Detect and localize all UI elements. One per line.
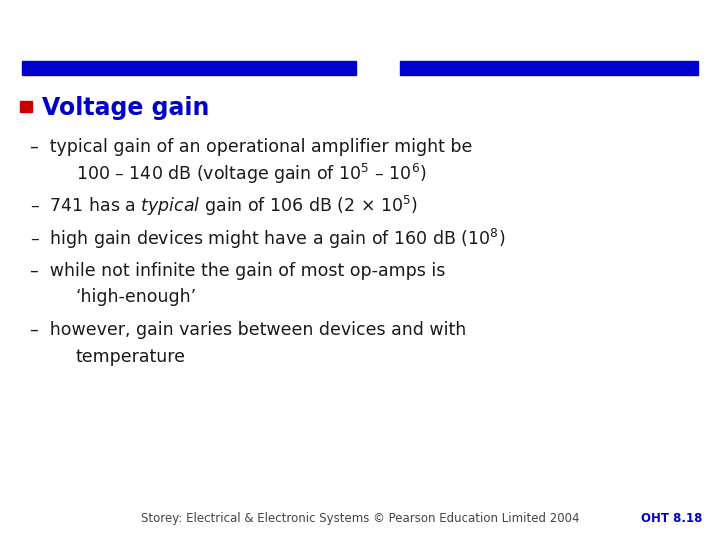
Text: Voltage gain: Voltage gain — [42, 96, 209, 120]
Text: OHT 8.18: OHT 8.18 — [641, 512, 702, 525]
Text: –  741 has a $\it{typical}$ gain of 106 dB (2 × 10$^{5}$): – 741 has a $\it{typical}$ gain of 106 d… — [30, 194, 418, 218]
Text: Storey: Electrical & Electronic Systems © Pearson Education Limited 2004: Storey: Electrical & Electronic Systems … — [140, 512, 580, 525]
Text: ‘high-enough’: ‘high-enough’ — [76, 288, 197, 306]
Text: –  however, gain varies between devices and with: – however, gain varies between devices a… — [30, 321, 467, 340]
Text: –  high gain devices might have a gain of 160 dB (10$^{8}$): – high gain devices might have a gain of… — [30, 227, 505, 251]
Text: –  while not infinite the gain of most op-amps is: – while not infinite the gain of most op… — [30, 262, 446, 280]
Text: –  typical gain of an operational amplifier might be: – typical gain of an operational amplifi… — [30, 138, 472, 156]
Bar — [400, 61, 698, 75]
Bar — [22, 61, 356, 75]
Text: 100 – 140 dB (voltage gain of 10$^{5}$ – 10$^{6}$): 100 – 140 dB (voltage gain of 10$^{5}$ –… — [76, 162, 426, 186]
Bar — [20, 101, 32, 112]
Text: temperature: temperature — [76, 348, 186, 367]
